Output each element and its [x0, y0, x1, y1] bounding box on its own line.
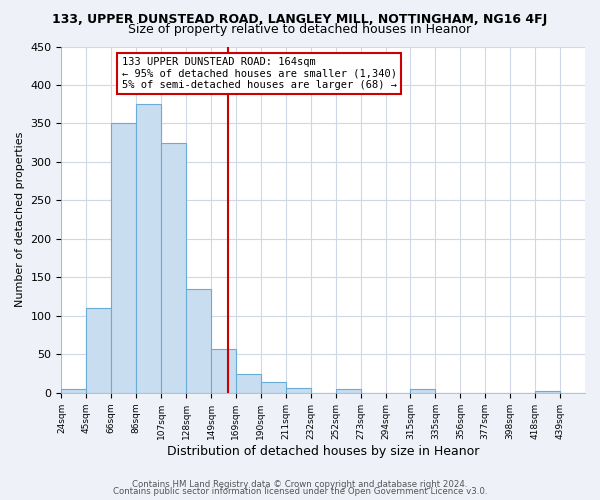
Bar	[211, 349, 236, 393]
Bar	[410, 389, 436, 393]
Bar	[161, 142, 186, 393]
Text: Contains HM Land Registry data © Crown copyright and database right 2024.: Contains HM Land Registry data © Crown c…	[132, 480, 468, 489]
Text: Size of property relative to detached houses in Heanor: Size of property relative to detached ho…	[128, 22, 472, 36]
Bar	[111, 124, 136, 393]
Bar	[261, 382, 286, 393]
Y-axis label: Number of detached properties: Number of detached properties	[15, 132, 25, 308]
Bar	[61, 389, 86, 393]
X-axis label: Distribution of detached houses by size in Heanor: Distribution of detached houses by size …	[167, 444, 479, 458]
Bar	[535, 390, 560, 393]
Text: 133, UPPER DUNSTEAD ROAD, LANGLEY MILL, NOTTINGHAM, NG16 4FJ: 133, UPPER DUNSTEAD ROAD, LANGLEY MILL, …	[52, 12, 548, 26]
Bar	[335, 389, 361, 393]
Text: Contains public sector information licensed under the Open Government Licence v3: Contains public sector information licen…	[113, 487, 487, 496]
Bar	[186, 289, 211, 393]
Bar	[286, 388, 311, 393]
Bar	[236, 374, 261, 393]
Bar	[86, 308, 111, 393]
Text: 133 UPPER DUNSTEAD ROAD: 164sqm
← 95% of detached houses are smaller (1,340)
5% : 133 UPPER DUNSTEAD ROAD: 164sqm ← 95% of…	[122, 57, 397, 90]
Bar	[136, 104, 161, 393]
